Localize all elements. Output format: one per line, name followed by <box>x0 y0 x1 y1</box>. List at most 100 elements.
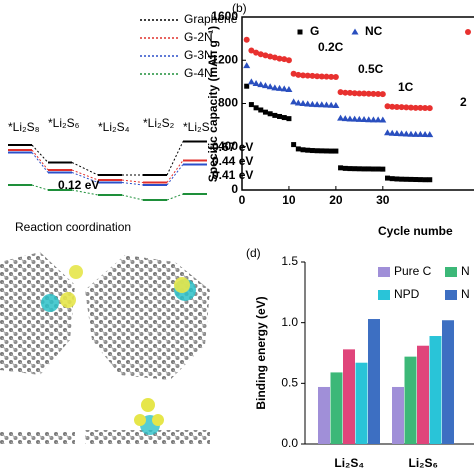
state-label: *Li₂S₈ <box>8 120 40 134</box>
marker <box>407 130 415 137</box>
marker <box>360 116 368 123</box>
y-tick-label: 1600 <box>211 9 238 23</box>
annotation: 1C <box>398 80 414 94</box>
marker <box>370 166 376 172</box>
marker <box>427 177 433 183</box>
marker <box>295 146 301 152</box>
state-label: *Li₂S <box>183 120 210 134</box>
marker <box>323 148 329 154</box>
marker <box>262 109 268 115</box>
marker <box>295 71 302 78</box>
marker <box>266 83 274 90</box>
marker <box>261 82 269 89</box>
marker <box>356 166 362 172</box>
marker <box>417 177 423 183</box>
marker <box>393 103 400 110</box>
marker <box>333 148 339 154</box>
marker <box>426 131 434 138</box>
marker <box>374 116 382 123</box>
legend-label: Pure C <box>394 264 432 278</box>
y-tick-label: 1.0 <box>281 315 298 329</box>
marker <box>403 176 409 182</box>
annotation: 0.2C <box>318 40 344 54</box>
marker <box>253 105 259 111</box>
bar <box>343 349 355 444</box>
marker <box>337 114 345 121</box>
marker <box>402 130 410 137</box>
marker <box>421 131 429 138</box>
legend-swatch <box>445 290 457 300</box>
x-tick-label: 20 <box>329 193 343 207</box>
legend-swatch <box>378 290 390 300</box>
marker <box>361 90 368 97</box>
panel-label: (d) <box>246 246 261 260</box>
marker <box>328 148 334 154</box>
marker <box>290 70 297 77</box>
marker <box>267 111 273 117</box>
marker <box>366 166 372 172</box>
marker <box>243 36 250 43</box>
marker <box>276 84 284 91</box>
marker <box>332 101 340 108</box>
connector <box>31 184 49 191</box>
marker <box>309 148 315 154</box>
x-tick-label: Li₂S₆ <box>409 456 438 470</box>
legend-label: G-4N <box>184 66 213 80</box>
marker <box>300 147 306 153</box>
legend-label: N <box>461 264 470 278</box>
marker <box>408 176 414 182</box>
marker <box>393 130 401 137</box>
marker <box>328 73 335 80</box>
x-axis-label: Cycle numbe <box>378 224 453 238</box>
marker <box>290 98 298 105</box>
marker <box>291 142 297 148</box>
legend-label: N <box>461 287 470 301</box>
marker <box>272 112 278 118</box>
marker <box>346 115 354 122</box>
state-label: *Li₂S₆ <box>48 116 80 130</box>
marker <box>300 72 307 79</box>
marker <box>253 49 260 56</box>
marker <box>285 85 293 92</box>
marker <box>388 129 396 136</box>
marker <box>314 148 320 154</box>
y-axis-label: Specific capacity (mAh g⁻¹) <box>206 26 220 182</box>
marker <box>252 79 260 86</box>
connector <box>71 169 99 181</box>
marker <box>379 91 386 98</box>
marker <box>309 72 316 79</box>
marker <box>277 113 283 119</box>
marker <box>375 166 381 172</box>
marker <box>244 83 250 89</box>
connector <box>166 160 184 183</box>
marker <box>337 89 344 96</box>
connector <box>121 194 144 201</box>
marker <box>465 29 471 35</box>
marker <box>271 54 278 61</box>
y-tick-label: 0.0 <box>281 436 298 450</box>
marker <box>412 104 419 111</box>
annotation: 0.41 eV <box>212 168 253 182</box>
marker <box>297 29 303 35</box>
x-tick-label: 0 <box>239 193 246 207</box>
connector <box>71 162 99 176</box>
marker <box>294 99 302 106</box>
marker <box>342 89 349 96</box>
marker <box>389 176 395 182</box>
molecular-structures <box>0 252 210 444</box>
y-tick-label: 0 <box>231 182 238 196</box>
state-label: *Li₂S₄ <box>98 120 130 134</box>
bar <box>417 345 429 444</box>
marker <box>327 101 335 108</box>
connector <box>166 141 184 176</box>
marker <box>375 90 382 97</box>
annotation: 2 <box>460 95 467 109</box>
annotation: 0.44 eV <box>212 154 253 168</box>
marker <box>314 73 321 80</box>
marker <box>351 28 359 35</box>
marker <box>262 52 269 59</box>
marker <box>394 176 400 182</box>
legend-label: NC <box>365 24 383 38</box>
marker <box>352 166 358 172</box>
marker <box>385 175 391 181</box>
